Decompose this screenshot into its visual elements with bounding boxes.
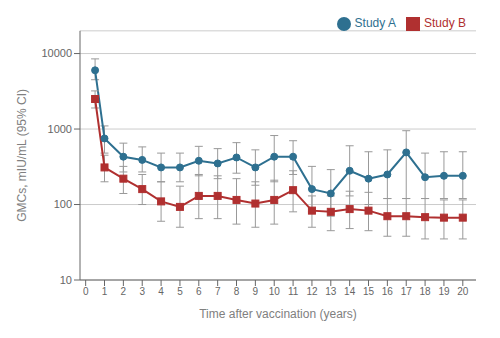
svg-text:100: 100 — [54, 198, 72, 210]
svg-text:14: 14 — [344, 286, 356, 297]
svg-text:1000: 1000 — [48, 123, 72, 135]
svg-text:4: 4 — [158, 286, 164, 297]
svg-text:16: 16 — [382, 286, 394, 297]
svg-text:10: 10 — [60, 274, 72, 286]
svg-text:3: 3 — [139, 286, 145, 297]
svg-text:5: 5 — [177, 286, 183, 297]
html-text:Study B: Study B — [424, 16, 466, 30]
svg-text:0: 0 — [83, 286, 89, 297]
svg-text:Time after vaccination (years): Time after vaccination (years) — [199, 307, 357, 321]
svg-text:8: 8 — [234, 286, 240, 297]
svg-text:12: 12 — [306, 286, 318, 297]
svg-text:20: 20 — [457, 286, 469, 297]
svg-text:6: 6 — [196, 286, 202, 297]
svg-text:19: 19 — [438, 286, 450, 297]
svg-text:2: 2 — [121, 286, 127, 297]
svg-text:7: 7 — [215, 286, 221, 297]
html-text:Study A: Study A — [354, 16, 396, 30]
svg-text:9: 9 — [253, 286, 259, 297]
svg-text:18: 18 — [420, 286, 432, 297]
svg-text:GMCs, mIU/mL (95% CI): GMCs, mIU/mL (95% CI) — [15, 89, 29, 222]
svg-text:15: 15 — [363, 286, 375, 297]
svg-text:13: 13 — [325, 286, 337, 297]
svg-text:10000: 10000 — [41, 47, 72, 59]
svg-text:1: 1 — [102, 286, 108, 297]
svg-text:11: 11 — [288, 286, 299, 297]
svg-text:17: 17 — [401, 286, 413, 297]
svg-text:10: 10 — [269, 286, 281, 297]
